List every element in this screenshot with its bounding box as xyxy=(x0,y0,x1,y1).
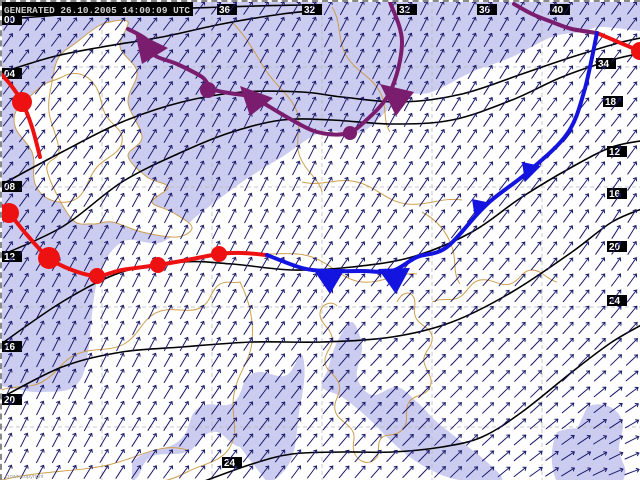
svg-text:18: 18 xyxy=(605,97,617,108)
svg-text:34: 34 xyxy=(598,59,610,70)
svg-text:GENERATED 26.10.2005 14:00:09: GENERATED 26.10.2005 14:00:09 UTC xyxy=(4,6,191,16)
svg-text:32: 32 xyxy=(304,5,316,16)
svg-text:36: 36 xyxy=(219,5,231,16)
svg-text:crown copyright: crown copyright xyxy=(5,474,44,480)
svg-text:40: 40 xyxy=(552,5,564,16)
